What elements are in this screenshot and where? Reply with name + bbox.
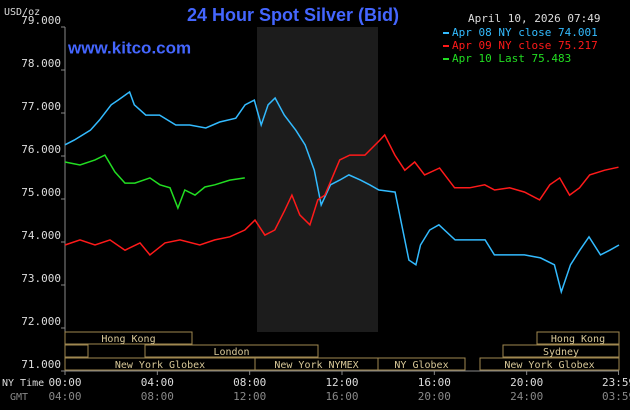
- session-box: [502, 344, 620, 358]
- y-tick-label: 73.000: [21, 272, 61, 285]
- x2-tick-label: 08:00: [141, 390, 174, 403]
- y-tick-label: 77.000: [21, 100, 61, 113]
- session-label: New York Globex: [504, 360, 594, 371]
- y-tick-label: 79.000: [21, 14, 61, 27]
- session-box: [144, 344, 319, 358]
- x2-tick-label: 12:00: [233, 390, 266, 403]
- legend-entry: Apr 08 NY close 74.001: [452, 26, 598, 39]
- legend-entry: Apr 09 NY close 75.217: [452, 39, 598, 52]
- x-tick-label: 08:00: [233, 376, 266, 389]
- session-label: NY Globex: [394, 360, 448, 371]
- x-tick-label: 16:00: [418, 376, 451, 389]
- y-tick-label: 72.000: [21, 315, 61, 328]
- session-label: New York Globex: [115, 360, 205, 371]
- y-tick-label: 75.000: [21, 186, 61, 199]
- session-box: [377, 357, 466, 371]
- x-tick-label: 00:00: [48, 376, 81, 389]
- x2-tick-label: 24:00: [510, 390, 543, 403]
- series-line: [64, 154, 245, 211]
- x2-axis-label: GMT: [10, 392, 28, 403]
- x2-tick-label: 20:00: [418, 390, 451, 403]
- y-tick-label: 71.000: [21, 358, 61, 371]
- session-label: London: [213, 347, 249, 358]
- session-label: New York NYMEX: [274, 360, 358, 371]
- session-box: [64, 331, 193, 345]
- y-unit: USD/oz: [4, 7, 40, 18]
- session-label: Hong Kong: [101, 334, 155, 345]
- x-tick-label: 20:00: [510, 376, 543, 389]
- session-box: [64, 344, 89, 358]
- y-tick-label: 74.000: [21, 229, 61, 242]
- series-line: [64, 133, 619, 256]
- series-line: [64, 90, 620, 295]
- y-tick-label: 76.000: [21, 143, 61, 156]
- x-axis-label: NY Time: [2, 378, 44, 389]
- site-label: www.kitco.com: [67, 38, 191, 57]
- x2-tick-label: 03:59: [602, 390, 630, 403]
- x-tick-label: 23:59: [602, 376, 630, 389]
- x-tick-label: 12:00: [325, 376, 358, 389]
- session-box: [536, 331, 620, 345]
- timestamp: April 10, 2026 07:49: [468, 12, 600, 25]
- x2-tick-label: 04:00: [48, 390, 81, 403]
- x2-tick-label: 16:00: [325, 390, 358, 403]
- chart-title: 24 Hour Spot Silver (Bid): [187, 5, 399, 25]
- session-label: Hong Kong: [551, 334, 605, 345]
- session-box: [479, 357, 620, 371]
- legend-entry: Apr 10 Last 75.483: [452, 52, 571, 65]
- session-label: Sydney: [543, 347, 579, 358]
- x-tick-label: 04:00: [141, 376, 174, 389]
- y-tick-label: 78.000: [21, 57, 61, 70]
